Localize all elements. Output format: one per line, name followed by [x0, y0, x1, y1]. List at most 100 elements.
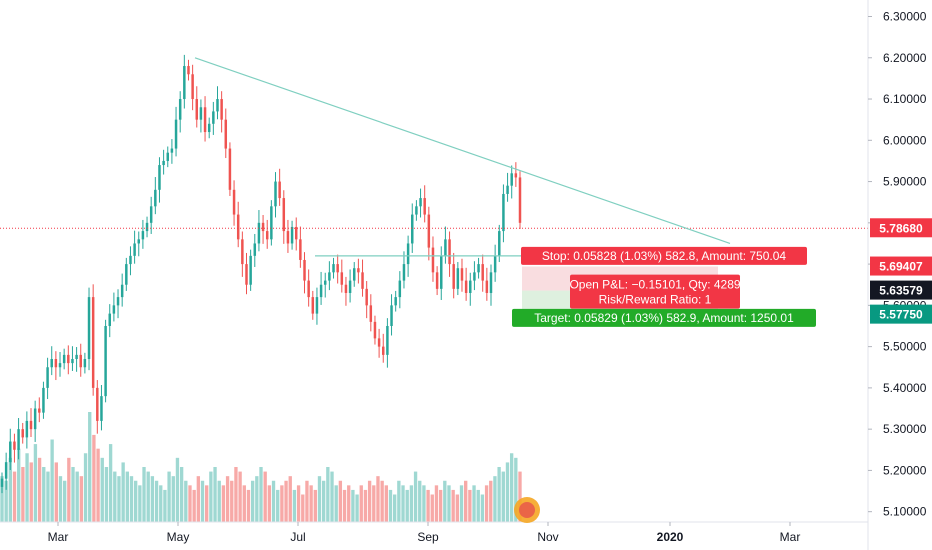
candle-body — [361, 272, 364, 289]
volume-bar — [0, 476, 4, 522]
volume-bar — [8, 457, 13, 522]
candle-body — [265, 231, 269, 240]
candle-body — [195, 99, 199, 120]
candle-body — [377, 338, 381, 347]
volume-bar — [192, 489, 196, 522]
open-pnl-label[interactable]: Open P&L: −0.15101, Qty: 4289Risk/Reward… — [569, 274, 741, 309]
x-tick-label: 2020 — [657, 530, 684, 544]
candle-body — [42, 387, 45, 413]
volume-bar — [443, 480, 447, 522]
volume-bar — [388, 489, 393, 522]
candle-body — [502, 193, 505, 232]
volume-bar — [238, 471, 242, 522]
candle-body — [174, 119, 178, 149]
volume-bar — [438, 489, 443, 522]
candle-body — [344, 284, 348, 293]
candle-body — [257, 222, 261, 244]
candle-body — [423, 198, 426, 215]
volume-bar — [451, 489, 455, 522]
candle-body — [228, 148, 232, 190]
candle-body — [141, 231, 145, 240]
volume-bar — [113, 471, 117, 522]
volume-bar — [359, 485, 363, 522]
candle-body — [303, 259, 306, 281]
volume-bar — [518, 471, 522, 522]
volume-bar — [363, 489, 368, 522]
candle-body — [460, 268, 464, 281]
candle-body — [274, 181, 277, 207]
volume-bar — [418, 480, 422, 522]
volume-bar — [263, 471, 267, 522]
svg-text:Open P&L: −0.15101, Qty: 4289: Open P&L: −0.15101, Qty: 4289 — [569, 278, 740, 292]
candle-body — [485, 280, 489, 293]
x-tick-label: May — [167, 530, 190, 544]
candle-body — [473, 272, 476, 281]
volume-bar — [146, 471, 150, 522]
candle-body — [411, 214, 414, 244]
volume-bar — [271, 480, 276, 522]
volume-bar — [230, 480, 234, 522]
candle-body — [83, 359, 87, 368]
volume-bar — [259, 467, 263, 522]
volume-bar — [497, 467, 501, 522]
candle-body — [33, 408, 37, 430]
volume-bar — [309, 485, 313, 522]
candle-body — [373, 321, 377, 339]
candle-body — [46, 367, 49, 388]
x-tick-label: Mar — [48, 530, 69, 544]
y-tick-label: 5.90000 — [883, 175, 927, 189]
stop-label[interactable]: Stop: 0.05828 (1.03%) 582.8, Amount: 750… — [521, 246, 807, 265]
volume-bar — [171, 476, 175, 522]
volume-bar — [292, 489, 297, 522]
chart-logo — [514, 497, 540, 523]
position-labels: Stop: 0.05828 (1.03%) 582.8, Amount: 750… — [512, 246, 816, 327]
candle-body — [87, 297, 91, 360]
candle-body — [100, 396, 103, 421]
target-label[interactable]: Target: 0.05829 (1.03%) 582.9, Amount: 1… — [512, 308, 816, 327]
volume-bar — [92, 434, 96, 522]
volume-bar — [42, 467, 46, 522]
volume-bar — [472, 485, 476, 522]
candle-body — [104, 325, 107, 397]
volume-bar — [330, 471, 334, 522]
volume-bar — [372, 485, 376, 522]
candle-body — [4, 462, 8, 479]
candle-body — [67, 354, 70, 364]
volume-bar — [305, 480, 309, 522]
candle-body — [79, 354, 82, 368]
candle-body — [427, 214, 431, 248]
candle-body — [286, 231, 290, 244]
volume-bar — [393, 494, 397, 522]
volume-bar — [184, 480, 188, 522]
candle-body — [241, 239, 244, 265]
candle-body — [166, 152, 170, 161]
volume-bar — [196, 476, 201, 522]
candles — [0, 54, 522, 494]
volume-bar — [280, 485, 284, 522]
svg-text:Stop: 0.05828 (1.03%) 582.8, A: Stop: 0.05828 (1.03%) 582.8, Amount: 750… — [542, 249, 787, 263]
price-tag: 5.57750 — [870, 304, 932, 324]
volume-bar — [464, 480, 468, 522]
candle-body — [382, 346, 385, 355]
candle-body — [278, 181, 281, 199]
candle-body — [129, 255, 132, 265]
volume-bar — [351, 489, 355, 522]
candle-body — [170, 148, 174, 153]
candle-body — [518, 177, 522, 223]
volume-bar — [501, 471, 505, 522]
svg-text:Risk/Reward Ratio: 1: Risk/Reward Ratio: 1 — [599, 293, 712, 307]
volume-bar — [334, 485, 338, 522]
y-tick-label: 5.30000 — [883, 422, 927, 436]
volume-bar — [267, 485, 272, 522]
x-tick-label: Jul — [290, 530, 305, 544]
volume-bar — [100, 457, 104, 522]
candle-body — [394, 297, 397, 306]
candle-body — [158, 165, 161, 190]
candle-body — [415, 206, 418, 215]
volume-bar — [67, 457, 71, 522]
candle-body — [493, 255, 497, 273]
price-tag: 5.69407 — [870, 256, 932, 276]
volume-bar — [108, 444, 113, 522]
volume-bar — [54, 462, 58, 522]
